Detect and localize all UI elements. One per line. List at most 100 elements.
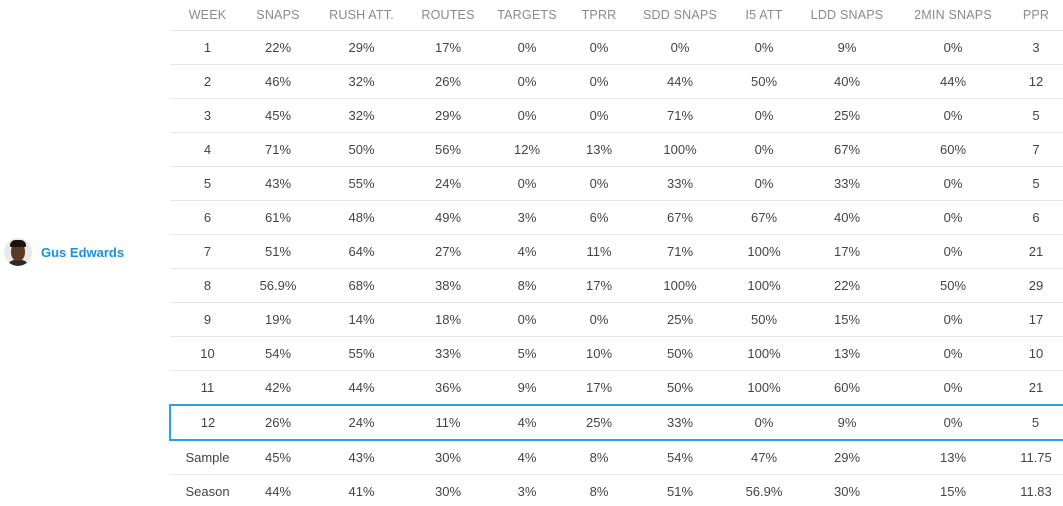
table-cell: 5	[1008, 98, 1063, 133]
table-cell: 17	[1008, 302, 1063, 337]
table-cell: 13%	[796, 336, 898, 371]
table-cell: 44%	[628, 64, 732, 99]
table-cell: 67%	[796, 132, 898, 167]
table-cell: 33%	[628, 404, 732, 441]
table-cell: 0%	[898, 404, 1008, 441]
table-cell: 12	[169, 404, 245, 441]
table-cell: 61%	[245, 200, 311, 235]
table-cell: 9%	[796, 30, 898, 65]
table-cell: 18%	[412, 302, 484, 337]
player-card[interactable]: Gus Edwards	[4, 237, 124, 267]
table-cell: 44%	[245, 474, 311, 506]
table-cell: 29	[1008, 268, 1063, 303]
table-row[interactable]: 10 54% 55% 33% 5% 10% 50% 100% 13% 0% 10	[170, 336, 1063, 371]
table-row[interactable]: 8 56.9% 68% 38% 8% 17% 100% 100% 22% 50% 29	[170, 268, 1063, 303]
table-cell: 33%	[628, 166, 732, 201]
table-cell: 12%	[484, 132, 570, 167]
table-cell: 22%	[245, 30, 311, 65]
column-header-tprr[interactable]: TPRR	[581, 8, 617, 22]
table-row[interactable]: 11 42% 44% 36% 9% 17% 50% 100% 60% 0% 21	[170, 370, 1063, 405]
table-cell: 64%	[311, 234, 412, 269]
table-cell: 50%	[732, 64, 796, 99]
table-cell: 48%	[311, 200, 412, 235]
table-row[interactable]: 1 22% 29% 17% 0% 0% 0% 0% 9% 0% 3	[170, 30, 1063, 65]
table-cell: 100%	[732, 268, 796, 303]
table-cell: 50%	[628, 370, 732, 405]
table-cell: 30%	[796, 474, 898, 506]
column-header-2min-snaps[interactable]: 2MIN SNAPS	[914, 8, 992, 22]
column-header-routes[interactable]: ROUTES	[421, 8, 475, 22]
table-cell: 100%	[732, 370, 796, 405]
table-cell: 26%	[412, 64, 484, 99]
table-cell: 9%	[796, 404, 898, 441]
table-cell: 68%	[311, 268, 412, 303]
table-row[interactable]: 9 19% 14% 18% 0% 0% 25% 50% 15% 0% 17	[170, 302, 1063, 337]
table-cell: 11.83	[1008, 474, 1063, 506]
table-row[interactable]: 2 46% 32% 26% 0% 0% 44% 50% 40% 44% 12	[170, 64, 1063, 99]
table-cell: 60%	[796, 370, 898, 405]
table-cell: 44%	[898, 64, 1008, 99]
table-cell: 14%	[311, 302, 412, 337]
column-header-snaps[interactable]: SNAPS	[256, 8, 300, 22]
table-cell: 5%	[484, 336, 570, 371]
table-cell: 0%	[898, 200, 1008, 235]
table-cell: 4%	[484, 439, 570, 475]
table-cell: 25%	[628, 302, 732, 337]
table-cell: 8%	[570, 474, 628, 506]
table-cell: 50%	[311, 132, 412, 167]
table-row[interactable]: 12 26% 24% 11% 4% 25% 33% 0% 9% 0% 5	[169, 404, 1063, 441]
table-cell: 9	[170, 302, 245, 337]
table-row[interactable]: Sample 45% 43% 30% 4% 8% 54% 47% 29% 13% 11.75	[170, 439, 1063, 475]
table-cell: 24%	[412, 166, 484, 201]
table-row[interactable]: 4 71% 50% 56% 12% 13% 100% 0% 67% 60% 7	[170, 132, 1063, 167]
table-cell: 8	[170, 268, 245, 303]
column-header-sdd-snaps[interactable]: SDD SNAPS	[642, 8, 718, 22]
table-cell: 30%	[412, 474, 484, 506]
table-row[interactable]: 3 45% 32% 29% 0% 0% 71% 0% 25% 0% 5	[170, 98, 1063, 133]
table-cell: 24%	[311, 404, 412, 441]
column-header-rush-att[interactable]: RUSH ATT.	[329, 8, 394, 22]
table-cell: 46%	[245, 64, 311, 99]
table-cell: 100%	[732, 234, 796, 269]
table-cell: 13%	[898, 439, 1008, 475]
table-cell: 36%	[412, 370, 484, 405]
table-cell: 7	[170, 234, 245, 269]
table-row[interactable]: 6 61% 48% 49% 3% 6% 67% 67% 40% 0% 6	[170, 200, 1063, 235]
table-cell: 11	[170, 370, 245, 405]
table-cell: 67%	[628, 200, 732, 235]
column-header-ldd-snaps[interactable]: LDD SNAPS	[810, 8, 884, 22]
table-row[interactable]: 7 51% 64% 27% 4% 11% 71% 100% 17% 0% 21	[170, 234, 1063, 269]
table-cell: 44%	[311, 370, 412, 405]
table-cell: 45%	[245, 98, 311, 133]
table-cell: Season	[170, 474, 245, 506]
table-cell: 56%	[412, 132, 484, 167]
table-row[interactable]: Season 44% 41% 30% 3% 8% 51% 56.9% 30% 15% 11.83	[170, 474, 1063, 506]
table-cell: 19%	[245, 302, 311, 337]
column-header-week[interactable]: WEEK	[188, 8, 227, 22]
table-cell: 1	[170, 30, 245, 65]
table-cell: 27%	[412, 234, 484, 269]
table-cell: 0%	[898, 30, 1008, 65]
table-cell: 0%	[484, 30, 570, 65]
table-cell: 26%	[245, 404, 311, 441]
table-cell: 6%	[570, 200, 628, 235]
table-cell: 10	[1008, 336, 1063, 371]
table-cell: 22%	[796, 268, 898, 303]
table-row[interactable]: 5 43% 55% 24% 0% 0% 33% 0% 33% 0% 5	[170, 166, 1063, 201]
table-cell: 0%	[898, 234, 1008, 269]
player-avatar-icon	[4, 238, 32, 266]
table-header-row: WEEK SNAPS RUSH ATT. ROUTES TARGETS TPRR…	[170, 0, 1063, 31]
column-header-targets[interactable]: TARGETS	[497, 8, 557, 22]
column-header-ppr[interactable]: PPR	[1022, 8, 1050, 22]
table-cell: 29%	[311, 30, 412, 65]
table-cell: 32%	[311, 98, 412, 133]
column-header-i5-att[interactable]: I5 ATT	[745, 8, 783, 22]
table-cell: 47%	[732, 439, 796, 475]
player-name-link[interactable]: Gus Edwards	[41, 244, 125, 260]
table-cell: 6	[1008, 200, 1063, 235]
table-cell: 100%	[732, 336, 796, 371]
table-cell: 0%	[732, 404, 796, 441]
table-cell: 50%	[898, 268, 1008, 303]
table-cell: 25%	[570, 404, 628, 441]
